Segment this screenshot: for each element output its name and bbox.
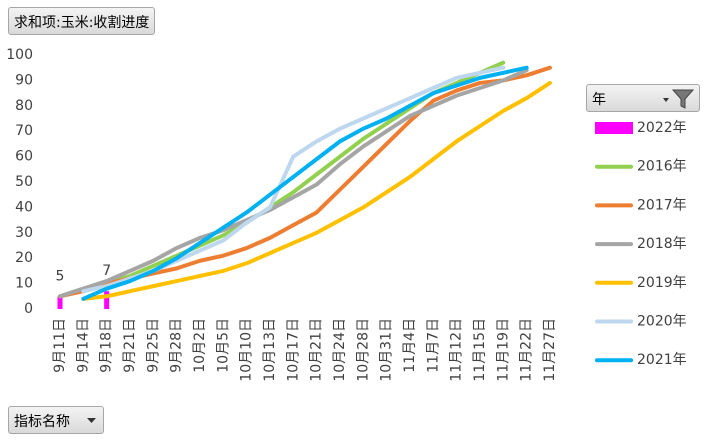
y-tick-label: 40	[15, 199, 33, 215]
y-tick-label: 0	[24, 301, 33, 317]
x-tick-label: 9月14日	[75, 318, 91, 373]
legend-label: 2020年	[637, 314, 687, 330]
y-tick-label: 30	[15, 225, 33, 241]
x-tick-label: 10月17日	[285, 318, 301, 382]
y-tick-label: 20	[15, 250, 33, 266]
x-tick-label: 9月25日	[145, 318, 161, 373]
x-tick-label: 11月15日	[472, 318, 488, 382]
bar	[57, 296, 63, 309]
x-tick-label: 11月27日	[542, 318, 558, 382]
value-field-label: 求和项:玉米:收割进度	[14, 15, 150, 31]
line	[81, 80, 552, 301]
x-tick-label: 10月13日	[262, 318, 278, 382]
data-label: 5	[56, 268, 65, 284]
y-tick-label: 50	[15, 174, 33, 190]
x-tick-label: 11月7日	[425, 318, 441, 373]
value-field-button[interactable]: 求和项:玉米:收割进度	[8, 7, 156, 35]
legend-field-label: 年	[592, 92, 606, 108]
x-tick-label: 10月10日	[239, 318, 255, 382]
y-tick-label: 100	[6, 47, 33, 63]
dropdown-arrow	[87, 418, 96, 423]
y-tick-label: 60	[15, 149, 33, 165]
y-tick-label: 70	[15, 123, 33, 139]
legend-swatch	[595, 122, 633, 134]
axis-field-button[interactable]: 指标名称	[8, 406, 104, 434]
legend-label: 2022年	[637, 120, 687, 136]
x-tick-label: 9月18日	[99, 318, 115, 373]
x-tick-label: 9月11日	[52, 318, 68, 373]
y-tick-label: 80	[15, 98, 33, 114]
axis-field-label: 指标名称	[14, 414, 70, 430]
line	[81, 65, 529, 301]
x-tick-label: 10月31日	[379, 318, 395, 382]
x-tick-label: 9月21日	[122, 318, 138, 373]
line	[58, 68, 529, 299]
legend-label: 2019年	[637, 275, 687, 291]
legend-label: 2016年	[637, 159, 687, 175]
y-tick-label: 90	[15, 72, 33, 88]
x-tick-label: 9月28日	[169, 318, 185, 373]
x-tick-label: 11月12日	[449, 318, 465, 382]
x-tick-label: 10月21日	[309, 318, 325, 382]
x-tick-label: 11月19日	[495, 318, 511, 382]
legend-label: 2021年	[637, 352, 687, 368]
legend-label: 2018年	[637, 236, 687, 252]
data-label: 7	[102, 263, 111, 279]
x-tick-label: 10月2日	[192, 318, 208, 373]
x-tick-label: 10月24日	[332, 318, 348, 382]
x-tick-label: 11月22日	[519, 318, 535, 382]
filter-icons	[663, 89, 695, 109]
y-tick-label: 10	[15, 276, 33, 292]
legend-field-button[interactable]: 年	[586, 84, 700, 112]
x-tick-label: 10月28日	[355, 318, 371, 382]
x-tick-label: 10月5日	[215, 318, 231, 373]
bar	[104, 291, 110, 309]
legend-label: 2017年	[637, 197, 687, 213]
x-tick-label: 11月4日	[402, 318, 418, 373]
